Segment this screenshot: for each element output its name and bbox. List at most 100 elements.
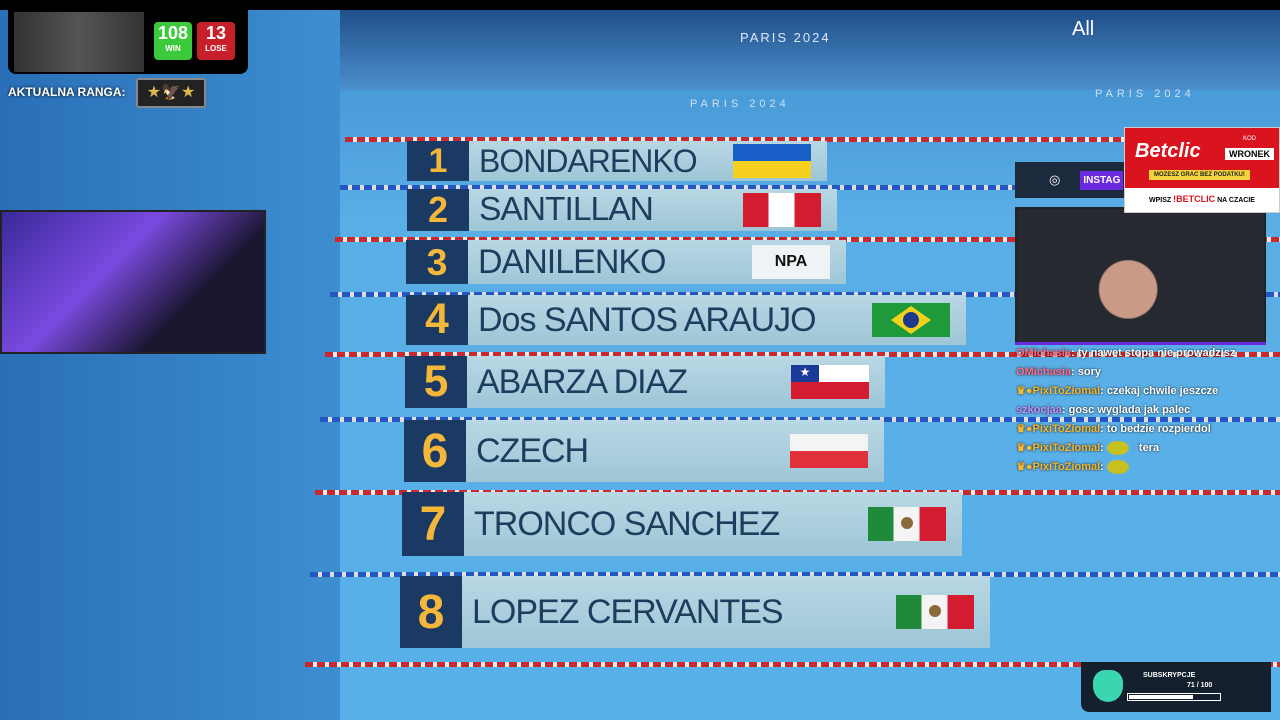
crown-badge-icon: ♛	[1016, 442, 1026, 454]
instagram-label: INSTAG	[1080, 170, 1124, 190]
scoreboard-panel: 108 WIN 13 LOSE	[8, 10, 248, 74]
hosts-camera	[14, 12, 144, 72]
result-row: 5 ABARZA DIAZ ★	[405, 356, 885, 408]
place-number: 4	[406, 295, 468, 345]
instagram-bar: ◎ INSTAG	[1015, 162, 1127, 198]
result-row: 3 DANILENKO NPA	[406, 240, 846, 284]
instagram-icon: ◎	[1049, 172, 1061, 187]
chat-top-border	[1015, 342, 1266, 345]
lane-rope	[335, 237, 1280, 242]
ad-cta-command: !BETCLIC	[1173, 194, 1216, 204]
lane-rope	[310, 572, 1280, 577]
streamer-room-camera	[0, 210, 266, 354]
lane-rope	[325, 352, 1280, 357]
athlete-name: SANTILLAN	[479, 191, 654, 228]
flag-brazil-icon	[872, 303, 950, 337]
ad-code: WRONEK	[1225, 148, 1274, 160]
athlete-plate: ABARZA DIAZ ★	[467, 356, 885, 408]
place-number: 7	[402, 492, 464, 556]
chat-username: PixiToZiomal	[1032, 442, 1101, 454]
lane-rope	[345, 137, 1280, 142]
chat-text: czekaj chwile jeszcze	[1106, 385, 1219, 397]
place-number: 1	[407, 141, 469, 181]
result-row: 4 Dos SANTOS ARAUJO	[406, 295, 966, 345]
result-row: 7 TRONCO SANCHEZ	[402, 492, 962, 556]
rank-eagle-icon: ★🦅★	[136, 78, 206, 108]
venue-banner: PARIS 2024	[690, 98, 790, 110]
win-count: 108	[157, 23, 189, 43]
chat-message: szkocjaa: gosc wyglada jak palec	[1016, 404, 1191, 416]
crown-badge-icon: ♛	[1016, 385, 1026, 397]
athlete-name: CZECH	[476, 431, 589, 470]
flag-mexico-icon	[896, 595, 974, 629]
sub-badge-icon: ●	[1025, 385, 1033, 397]
pool-deck-left	[0, 10, 340, 720]
sponsor-logo: All	[1072, 18, 1095, 40]
mascot-icon	[1093, 670, 1123, 702]
chat-username: OMichasia	[1016, 347, 1072, 359]
win-badge: 108 WIN	[154, 22, 192, 60]
subs-goal-widget: SUBSKRYPCJE 71 / 100	[1081, 662, 1271, 712]
ad-cta: WPISZ	[1149, 197, 1172, 204]
chat-message: OMichasia: ty nawet stopa nie prowadzisz	[1016, 347, 1236, 359]
chat-text: tera	[1138, 442, 1160, 454]
chat-message: ♛●PixiToZiomal: to bedzie rozpierdol	[1016, 423, 1211, 435]
lose-badge: 13 LOSE	[197, 22, 235, 60]
chat-message: ♛●PixiToZiomal: tera	[1016, 441, 1160, 456]
venue-banner: PARIS 2024	[740, 30, 831, 45]
subs-goal: / 100	[1196, 682, 1213, 689]
sub-badge-icon: ●	[1025, 461, 1033, 473]
place-number: 6	[404, 420, 466, 482]
subs-progress-bar	[1127, 693, 1221, 701]
lane-rope	[340, 185, 1280, 190]
chat-text: gosc wyglada jak palec	[1068, 404, 1191, 416]
athlete-plate: CZECH	[466, 420, 884, 482]
chat-username: PixiToZiomal	[1032, 423, 1101, 435]
betclic-ad[interactable]: Betclic KOD WRONEK MOZESZ GRAC BEZ PODAT…	[1124, 127, 1280, 213]
ad-tagline: MOZESZ GRAC BEZ PODATKU!	[1149, 170, 1250, 180]
subs-progress-fill	[1129, 695, 1193, 699]
place-number: 2	[407, 189, 469, 231]
lane-rope	[330, 292, 1280, 297]
athlete-plate: DANILENKO NPA	[468, 240, 846, 284]
emote-icon	[1106, 460, 1129, 475]
ad-cta: NA CZACIE	[1217, 197, 1255, 204]
sub-badge-icon: ●	[1025, 442, 1033, 454]
chat-panel: OMichasia: ty nawet stopa nie prowadzisz…	[1016, 344, 1266, 477]
chat-username: szkocjaa	[1016, 404, 1062, 416]
athlete-name: BONDARENKO	[479, 142, 698, 179]
athlete-plate: BONDARENKO	[469, 141, 827, 181]
place-number: 5	[405, 356, 467, 408]
ad-brand: Betclic	[1135, 140, 1201, 162]
chat-text: sory	[1077, 366, 1102, 378]
subs-current: 71	[1187, 682, 1195, 689]
athlete-plate: TRONCO SANCHEZ	[464, 492, 962, 556]
lose-label: LOSE	[205, 44, 227, 53]
lane-rope	[320, 417, 1280, 422]
rank-label: AKTUALNA RANGA:	[8, 85, 126, 99]
athlete-name: Dos SANTOS ARAUJO	[478, 300, 817, 339]
chat-message: ♛●PixiToZiomal: czekaj chwile jeszcze	[1016, 385, 1219, 397]
athlete-name: DANILENKO	[478, 242, 666, 281]
crown-badge-icon: ♛	[1016, 461, 1026, 473]
chat-username: OMichasia	[1016, 366, 1072, 378]
athlete-plate: Dos SANTOS ARAUJO	[468, 295, 966, 345]
pool-deck-top: PARIS 2024 PARIS 2024 PARIS 2024 All	[250, 10, 1280, 110]
ad-code-label: KOD	[1243, 136, 1257, 142]
chat-text: ty nawet stopa nie prowadzisz	[1077, 347, 1236, 359]
athlete-name: LOPEZ CERVANTES	[472, 592, 784, 631]
result-row: 8 LOPEZ CERVANTES	[400, 576, 990, 648]
athlete-plate: SANTILLAN	[469, 189, 837, 231]
subs-label: SUBSKRYPCJE	[1143, 672, 1196, 679]
flag-npa-icon: NPA	[752, 245, 830, 279]
chat-username: PixiToZiomal	[1032, 461, 1101, 473]
place-number: 3	[406, 240, 468, 284]
athlete-name: ABARZA DIAZ	[477, 362, 688, 401]
chat-message: OMichasia: sory	[1016, 366, 1102, 378]
place-number: 8	[400, 576, 462, 648]
emote-icon	[1106, 441, 1129, 456]
crown-badge-icon: ♛	[1016, 423, 1026, 435]
athlete-plate: LOPEZ CERVANTES	[462, 576, 990, 648]
result-row: 1 BONDARENKO	[407, 141, 827, 181]
flag-peru-icon	[743, 193, 821, 227]
